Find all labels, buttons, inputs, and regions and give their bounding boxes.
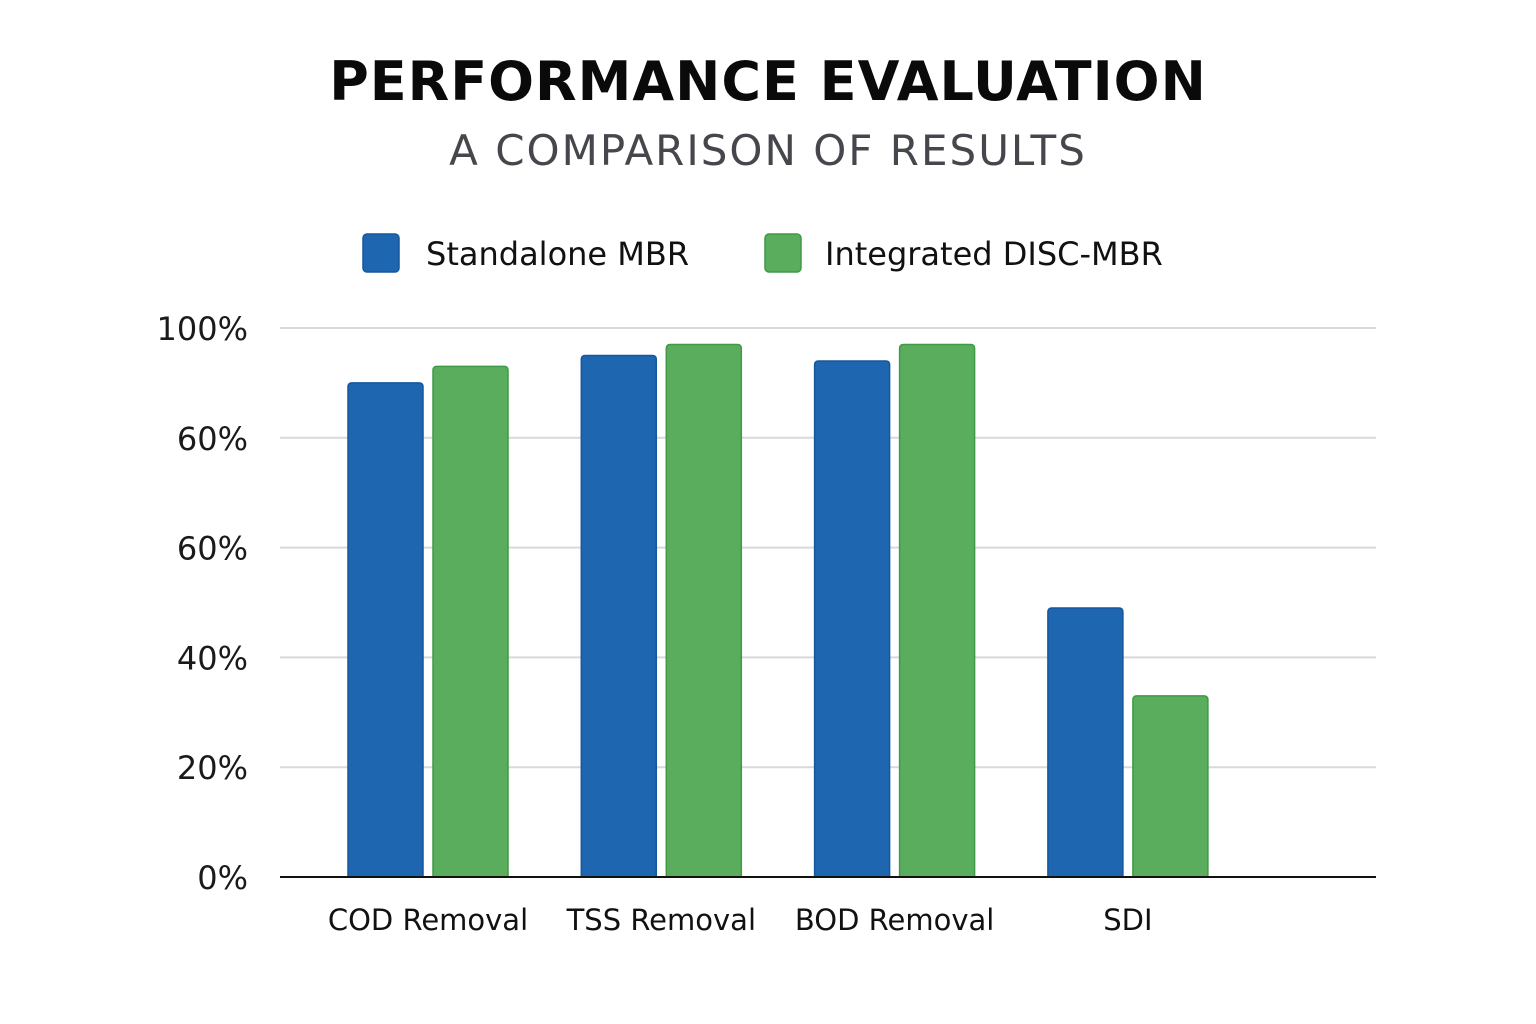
y-tick-label: 40% (177, 639, 248, 677)
chart-title: PERFORMANCE EVALUATION (329, 50, 1207, 113)
y-tick-label: 60% (177, 420, 248, 458)
x-tick-label: BOD Removal (795, 903, 994, 937)
legend-label: Integrated DISC-MBR (825, 235, 1163, 273)
legend-label: Standalone MBR (426, 235, 689, 273)
y-tick-label: 100% (157, 310, 248, 348)
legend-swatch (764, 233, 802, 273)
bar-sdi-integrated-disc-mbr (1132, 695, 1209, 878)
legend: Standalone MBR Integrated DISC-MBR (362, 233, 1163, 273)
bars (347, 343, 1209, 878)
bar-cod-removal-standalone-mbr (347, 382, 424, 878)
bar-sdi-standalone-mbr (1047, 607, 1124, 878)
bar-tss-removal-standalone-mbr (580, 354, 658, 878)
bar-tss-removal-integrated-disc-mbr (665, 343, 743, 878)
bar-bod-removal-standalone-mbr (813, 360, 891, 878)
x-axis-labels: COD Removal TSS Removal BOD Removal SDI (328, 903, 1153, 937)
x-tick-label: TSS Removal (566, 903, 756, 937)
bar-cod-removal-integrated-disc-mbr (432, 365, 509, 878)
y-tick-label: 20% (177, 749, 248, 787)
chart-subtitle: A COMPARISON OF RESULTS (449, 126, 1087, 175)
x-tick-label: COD Removal (328, 903, 528, 937)
y-tick-label: 60% (177, 530, 248, 568)
bar-bod-removal-integrated-disc-mbr (898, 343, 976, 878)
y-tick-label: 0% (197, 859, 248, 897)
legend-swatch (362, 233, 400, 273)
y-axis-ticks: 100% 60% 60% 40% 20% 0% (157, 310, 248, 897)
x-tick-label: SDI (1103, 903, 1152, 937)
